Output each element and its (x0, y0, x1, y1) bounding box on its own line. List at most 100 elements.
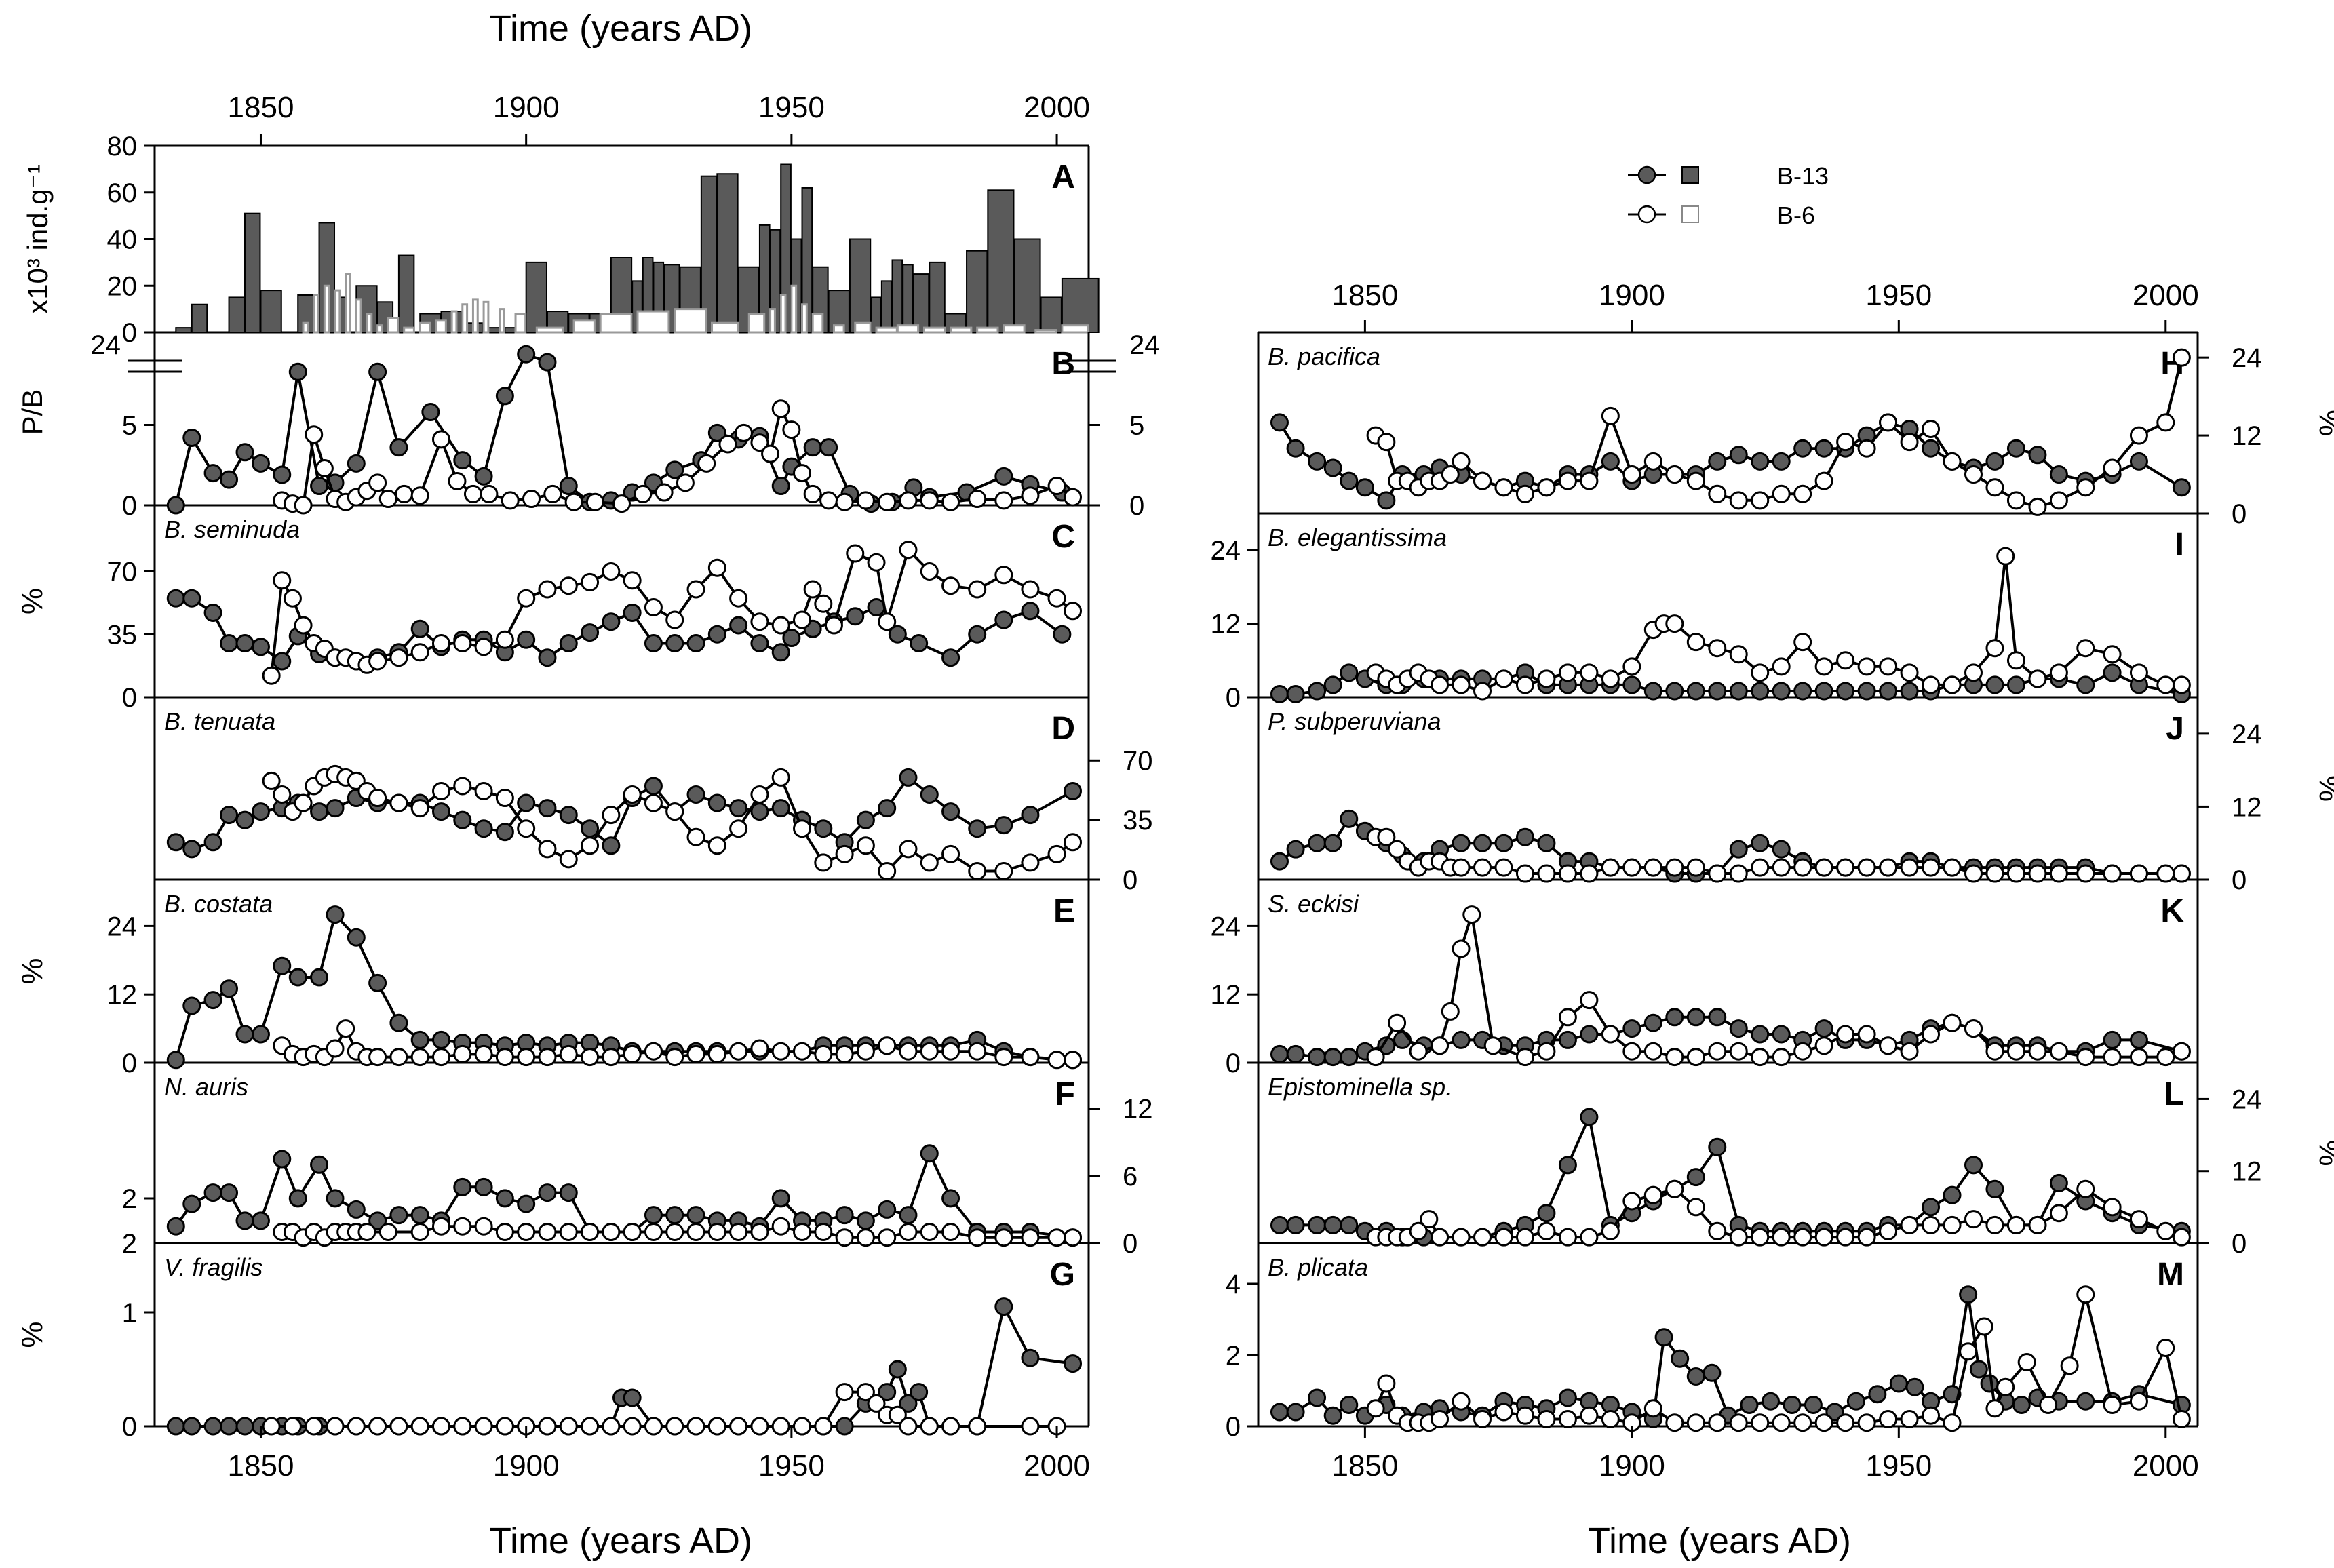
bar (514, 313, 527, 334)
data-point (410, 1206, 429, 1225)
data-point (686, 634, 705, 652)
data-point (1857, 858, 1876, 877)
data-point (1047, 1228, 1066, 1247)
panel-F: F N. auris 0 6 12 2 (122, 1063, 1153, 1259)
data-point (2103, 663, 2122, 682)
data-point (2076, 1048, 2095, 1067)
data-point (835, 1228, 854, 1247)
x-tick-label-top: 1900 (493, 91, 560, 124)
data-point (203, 991, 222, 1010)
data-point (453, 1044, 472, 1063)
y-tick-label-right: 0 (1129, 491, 1144, 521)
species-label: Epistominella sp. (1268, 1073, 1452, 1101)
data-point (1751, 858, 1770, 877)
data-point (368, 1211, 387, 1230)
data-point (910, 634, 929, 652)
data-point (1021, 806, 1040, 825)
data-point (856, 1383, 875, 1402)
data-point (2172, 1410, 2191, 1428)
data-point (2172, 675, 2191, 694)
data-point (421, 403, 440, 422)
line-series-B-13 (166, 905, 1083, 1070)
data-point (1772, 1048, 1791, 1067)
data-point (1665, 1048, 1684, 1067)
data-point (1601, 669, 1620, 688)
data-point (941, 576, 960, 595)
data-point (920, 1417, 939, 1436)
data-point (283, 589, 302, 608)
bar (535, 326, 564, 334)
data-point (2049, 465, 2068, 484)
data-point (1340, 663, 1359, 682)
panel-letter: L (2164, 1076, 2184, 1112)
data-point (559, 1183, 578, 1202)
data-point (1064, 1354, 1083, 1373)
bar (1061, 277, 1100, 333)
data-point (378, 490, 397, 509)
bar (397, 254, 415, 333)
data-point (235, 1025, 254, 1044)
data-point (581, 819, 600, 838)
data-point (1622, 465, 1641, 484)
data-point (899, 1417, 918, 1436)
y-tick-label-right: 12 (2232, 421, 2262, 451)
data-point (182, 1194, 201, 1213)
data-point (1366, 1399, 1385, 1418)
data-point (1340, 809, 1359, 828)
data-point (559, 850, 578, 869)
y-tick-label-right: 24 (2232, 1084, 2262, 1114)
data-point (846, 544, 865, 563)
data-point (347, 454, 366, 473)
bar (950, 326, 973, 334)
data-point (474, 1417, 493, 1436)
data-point (1355, 478, 1374, 497)
data-point (1473, 682, 1492, 701)
data-point (899, 1222, 918, 1241)
data-point (310, 802, 329, 821)
y-tick-label: 24 (107, 912, 138, 941)
data-point (729, 1222, 748, 1241)
y-tick-label: 1 (122, 1298, 137, 1328)
data-point (686, 1206, 705, 1225)
data-point (707, 1417, 726, 1436)
data-point (994, 1228, 1013, 1247)
panel-I: I B. elegantissima 0 12 24 (1211, 513, 2199, 713)
data-point (251, 1025, 270, 1044)
data-point (1308, 834, 1327, 852)
legend-label-b6: B-6 (1777, 201, 1815, 229)
data-point (686, 1044, 705, 1063)
data-point (1857, 1025, 1876, 1044)
data-point (220, 470, 239, 489)
data-point (2172, 348, 2191, 367)
panel-letter: M (2157, 1257, 2184, 1293)
data-point (1308, 682, 1327, 701)
data-point (941, 1189, 960, 1208)
data-point (453, 777, 472, 796)
data-point (1643, 1013, 1662, 1032)
data-point (1452, 858, 1471, 877)
data-point (1836, 433, 1855, 452)
data-point (389, 1206, 408, 1225)
y-tick-label: 2 (122, 1184, 137, 1214)
data-point (1409, 1042, 1428, 1061)
data-point (878, 861, 897, 880)
data-point (1665, 682, 1684, 701)
data-point (347, 1417, 366, 1436)
data-point (203, 603, 222, 622)
data-point (1814, 1228, 1833, 1247)
data-point (1922, 439, 1941, 458)
data-point (203, 1417, 222, 1436)
legend: B-13 B-6 (1628, 162, 1829, 229)
bar (334, 289, 341, 334)
data-point (1515, 864, 1534, 883)
data-point (2103, 645, 2122, 664)
data-point (867, 553, 886, 572)
data-point (1601, 452, 1620, 471)
data-point (1703, 1363, 1722, 1382)
data-point (1286, 1215, 1305, 1234)
data-point (2172, 864, 2191, 883)
data-point (835, 844, 854, 863)
data-point (1751, 663, 1770, 682)
panel-M: M B. plicata 0 2 4 (1226, 1243, 2199, 1442)
data-point (1494, 1403, 1513, 1422)
